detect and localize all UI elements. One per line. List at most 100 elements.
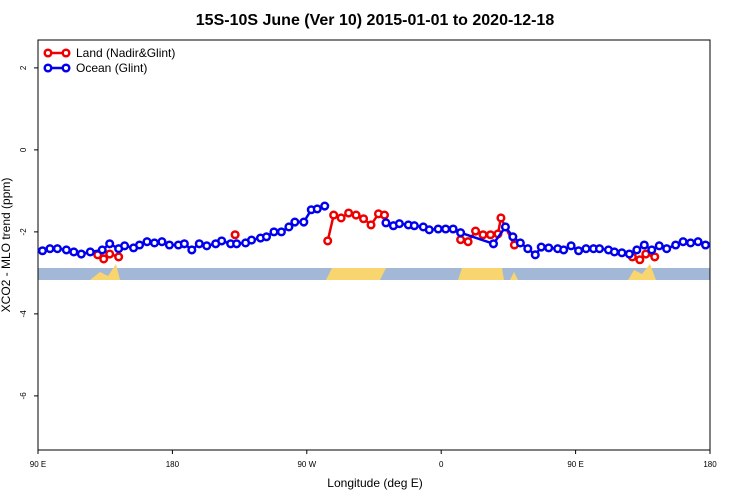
- data-point: [336, 213, 346, 223]
- data-point: [105, 249, 115, 259]
- data-point: [164, 240, 174, 250]
- data-point: [635, 255, 645, 265]
- data-point: [662, 244, 672, 254]
- mask-land: [90, 264, 120, 280]
- data-point: [508, 232, 518, 242]
- data-point: [678, 237, 688, 247]
- legend-marker: [61, 48, 71, 58]
- data-point: [394, 219, 404, 229]
- y-tick-label: -6: [19, 392, 28, 400]
- data-point: [120, 241, 130, 251]
- data-point: [194, 239, 204, 249]
- land-mask: [38, 264, 710, 280]
- data-point: [671, 240, 681, 250]
- data-point: [523, 244, 533, 254]
- data-point: [37, 246, 48, 256]
- data-point: [344, 208, 354, 218]
- data-point: [693, 237, 703, 247]
- mask-land: [458, 268, 504, 280]
- data-point: [470, 226, 481, 236]
- data-point: [299, 217, 309, 227]
- data-point: [157, 237, 167, 247]
- mask-land: [510, 272, 518, 280]
- data-point: [647, 245, 657, 255]
- data-point: [700, 240, 711, 250]
- data-point: [97, 245, 107, 255]
- x-tick-label: 180: [166, 460, 180, 469]
- data-point: [624, 249, 634, 259]
- data-point: [246, 235, 257, 245]
- y-tick-label: 0: [19, 147, 28, 152]
- data-point: [312, 204, 322, 214]
- data-point: [632, 245, 642, 255]
- data-point: [650, 252, 660, 262]
- data-point: [351, 210, 361, 220]
- legend-label: Ocean (Glint): [76, 61, 147, 75]
- data-point: [217, 236, 227, 246]
- data-point: [61, 245, 71, 255]
- series-line: [97, 211, 656, 262]
- data-point: [409, 221, 419, 231]
- x-tick-label: 0: [439, 460, 444, 469]
- data-point: [574, 246, 584, 256]
- data-point: [536, 242, 546, 252]
- y-tick-label: -2: [19, 228, 28, 236]
- data-point: [290, 217, 300, 227]
- data-point: [379, 210, 390, 220]
- data-point: [488, 239, 499, 249]
- y-tick-label: -4: [19, 310, 28, 318]
- data-point: [230, 230, 240, 240]
- data-point: [52, 244, 62, 254]
- data-point: [594, 244, 605, 254]
- x-tick-label: 90 W: [297, 460, 316, 469]
- data-point: [105, 239, 115, 249]
- data-point: [424, 225, 434, 235]
- data-point: [686, 238, 696, 248]
- data-point: [85, 247, 95, 257]
- data-point: [149, 238, 160, 248]
- chart-title: 15S-10S June (Ver 10) 2015-01-01 to 2020…: [196, 12, 555, 29]
- data-point: [456, 235, 466, 245]
- data-point: [99, 254, 109, 264]
- data-point: [142, 237, 152, 247]
- data-point: [69, 247, 79, 257]
- legend-marker: [43, 63, 53, 73]
- data-point: [544, 243, 554, 253]
- data-point: [530, 250, 540, 260]
- data-point: [478, 230, 488, 240]
- mask-land: [628, 264, 656, 280]
- data-point: [456, 228, 466, 238]
- x-tick-label: 180: [703, 460, 717, 469]
- data-point: [654, 241, 664, 251]
- data-point: [448, 224, 458, 234]
- data-point: [609, 247, 619, 257]
- data-point: [381, 218, 391, 228]
- data-point: [269, 227, 279, 237]
- data-point: [463, 237, 473, 247]
- data-point: [559, 245, 569, 255]
- data-point: [639, 240, 649, 250]
- data-point: [232, 239, 242, 249]
- data-point: [496, 213, 506, 223]
- data-point: [581, 244, 591, 254]
- data-point: [187, 245, 197, 255]
- x-axis-label: Longitude (deg E): [327, 476, 422, 490]
- data-point: [485, 230, 496, 240]
- y-tick-label: 2: [19, 65, 28, 70]
- data-point: [500, 222, 510, 232]
- data-point: [515, 238, 525, 248]
- mask-land: [326, 268, 386, 280]
- data-point: [202, 241, 212, 251]
- legend-marker: [61, 63, 71, 73]
- data-point: [284, 222, 294, 232]
- data-point: [433, 224, 443, 234]
- data-point: [134, 240, 145, 250]
- data-point: [617, 248, 627, 258]
- data-point: [329, 210, 339, 220]
- data-point: [45, 244, 55, 254]
- data-point: [641, 249, 651, 259]
- data-point: [276, 227, 286, 237]
- data-point: [261, 232, 272, 242]
- y-axis-label: XCO2 - MLO trend (ppm): [0, 178, 13, 313]
